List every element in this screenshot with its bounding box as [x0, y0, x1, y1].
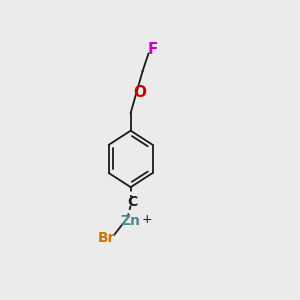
Text: C: C [127, 195, 137, 209]
Text: Br: Br [97, 231, 115, 245]
Text: Zn: Zn [121, 214, 141, 228]
Text: +: + [142, 213, 152, 226]
Text: F: F [148, 42, 158, 57]
Text: O: O [134, 85, 147, 100]
